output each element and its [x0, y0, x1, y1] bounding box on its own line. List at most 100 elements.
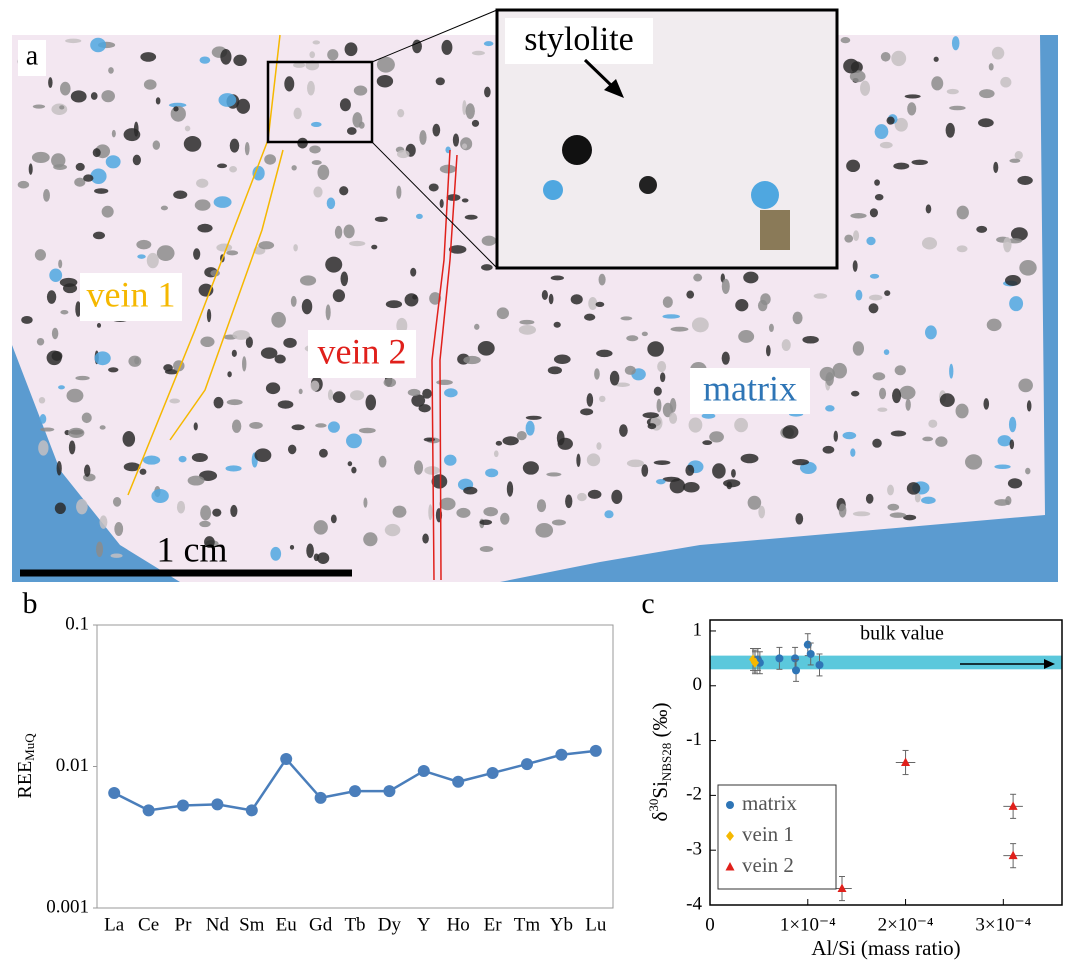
grain	[90, 168, 106, 183]
grain	[113, 497, 121, 507]
grain	[846, 160, 860, 172]
grain	[884, 290, 890, 296]
grain	[496, 441, 502, 446]
grain	[758, 506, 765, 519]
grain	[33, 104, 45, 108]
y-axis-label-part: δ	[648, 811, 672, 821]
grain	[654, 387, 662, 396]
grain	[227, 371, 231, 377]
grain	[792, 459, 809, 465]
grain	[255, 448, 272, 462]
grain	[552, 520, 566, 526]
grain	[875, 124, 889, 139]
grain	[760, 210, 790, 250]
grain	[907, 482, 921, 495]
grain	[826, 372, 834, 386]
data-point	[816, 661, 824, 669]
grain	[232, 419, 241, 432]
grain	[934, 57, 939, 62]
grain	[866, 237, 875, 245]
x-tick-label: Dy	[378, 914, 402, 935]
grain	[940, 393, 955, 407]
grain	[232, 330, 249, 340]
grain	[230, 139, 239, 153]
grain	[444, 388, 458, 397]
grain	[965, 454, 982, 469]
grain	[588, 490, 602, 499]
grain	[625, 366, 636, 375]
grain	[177, 501, 185, 514]
grain	[217, 164, 227, 169]
grain	[68, 428, 84, 438]
grain	[102, 206, 114, 218]
grain	[793, 312, 803, 325]
grain	[271, 312, 286, 328]
grain	[481, 264, 493, 270]
grain	[179, 456, 187, 463]
data-point	[211, 798, 223, 810]
grain	[928, 420, 937, 428]
x-tick-label: Ho	[447, 914, 470, 935]
grain	[853, 260, 858, 272]
grain	[397, 150, 410, 158]
grain	[947, 89, 959, 94]
grain	[283, 338, 296, 348]
grain	[333, 289, 345, 302]
grain	[599, 274, 606, 286]
y-tick-label: -2	[686, 784, 702, 805]
grain	[359, 428, 376, 434]
grain	[814, 293, 828, 298]
grain	[291, 165, 296, 170]
x-tick-label: Gd	[309, 914, 333, 935]
grain	[307, 81, 315, 96]
grain	[408, 389, 421, 396]
grain	[843, 432, 857, 439]
grain	[58, 385, 65, 389]
grain	[384, 378, 397, 387]
grain	[685, 465, 694, 476]
x-tick-label: 3×10⁻⁴	[975, 914, 1031, 935]
grain	[106, 155, 121, 168]
grain	[546, 472, 561, 476]
data-point	[487, 767, 499, 779]
grain	[1008, 478, 1022, 488]
grain	[264, 154, 276, 164]
grain	[319, 449, 328, 458]
grain	[648, 423, 657, 429]
grain	[173, 106, 178, 111]
grain	[312, 160, 322, 165]
grain	[143, 456, 160, 465]
x-tick-label: Yb	[550, 914, 573, 935]
grain	[200, 505, 211, 520]
grain	[95, 351, 111, 365]
grain	[551, 276, 564, 281]
grain	[517, 431, 527, 440]
vein-2-label: vein 2	[318, 331, 407, 371]
grain	[199, 284, 214, 297]
data-point	[246, 804, 258, 816]
data-point	[791, 654, 799, 662]
grain	[596, 302, 605, 307]
grain	[96, 541, 103, 557]
grain	[220, 49, 231, 65]
grain	[877, 407, 887, 411]
y-axis-label-part: NBS28	[659, 743, 674, 781]
grain	[366, 394, 376, 410]
data-point	[726, 801, 734, 809]
y-axis-label-part: (‰)	[648, 703, 672, 743]
grain	[769, 324, 774, 332]
grain	[349, 241, 365, 246]
y-tick-label: -1	[686, 729, 702, 750]
grain	[735, 299, 748, 311]
grain	[83, 174, 93, 181]
grain	[114, 522, 123, 536]
grain	[147, 253, 159, 268]
grain	[1003, 237, 1011, 252]
y-axis-label: δ30SiNBS28 (‰)	[646, 703, 674, 822]
x-tick-label: 1×10⁻⁴	[780, 914, 836, 935]
grain	[377, 75, 393, 88]
grain	[299, 389, 303, 394]
grain	[856, 290, 863, 301]
grain	[887, 485, 894, 496]
grain	[416, 214, 423, 219]
